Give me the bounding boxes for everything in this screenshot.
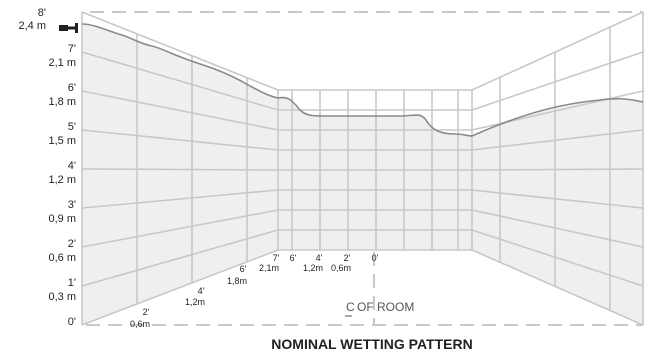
wetted-area-back-wall xyxy=(278,97,472,250)
floor-label-m: 2,1m xyxy=(259,263,279,273)
height-label-m: 1,8 m xyxy=(48,96,76,108)
room-grid xyxy=(81,11,644,326)
floor-scale-left: 2' 0,6m 4' 1,2m 6' 1,8m 7' 2,1m xyxy=(130,253,280,329)
floor-label-ft: 6' xyxy=(240,264,247,274)
wetted-area xyxy=(82,24,643,325)
floor-label-m: 1,2m xyxy=(185,297,205,307)
floor-label-ft: 2' xyxy=(344,253,351,263)
height-label-ft: 7' xyxy=(68,43,76,55)
height-label-ft: 8' xyxy=(38,7,46,19)
floor-scale-back: 6' 4' 1,2m 2' 0,6m 0' xyxy=(290,253,379,273)
height-label-m: 2,1 m xyxy=(48,57,76,69)
floor-label-ft: 2' xyxy=(143,307,150,317)
height-label-m: 2,4 m xyxy=(18,20,46,32)
height-label-m: 0,3 m xyxy=(48,291,76,303)
centerline-label: C OF ROOM xyxy=(345,300,414,317)
wetting-outline xyxy=(81,23,644,137)
floor-label-m: 1,2m xyxy=(303,263,323,273)
floor-label-ft: 4' xyxy=(198,286,205,296)
centerline-symbol: C xyxy=(346,300,355,314)
sprinkler-icon xyxy=(59,23,78,33)
floor-label-ft: 6' xyxy=(290,253,297,263)
wetted-area-left-wall xyxy=(82,24,278,325)
floor-label-m: 1,8m xyxy=(227,276,247,286)
height-label-ft: 2' xyxy=(68,238,76,250)
height-label-ft: 0' xyxy=(68,316,76,328)
floor-label-ft: 7' xyxy=(273,253,280,263)
height-label-m: 0,6 m xyxy=(48,252,76,264)
height-label-ft: 1' xyxy=(68,277,76,289)
wall-height-scale: 8' 2,4 m 7' 2,1 m 6' 1,8 m 5' 1,5 m 4' 1… xyxy=(18,7,76,328)
height-label-m: 1,5 m xyxy=(48,135,76,147)
floor-label-ft: 0' xyxy=(372,253,379,263)
height-label-ft: 5' xyxy=(68,121,76,133)
height-label-ft: 3' xyxy=(68,199,76,211)
floor-label-m: 0,6m xyxy=(130,319,150,329)
height-label-m: 0,9 m xyxy=(48,213,76,225)
room-outline-dashed xyxy=(86,11,643,326)
floor-label-m: 0,6m xyxy=(331,263,351,273)
height-label-m: 1,2 m xyxy=(48,174,76,186)
room-label: OF ROOM xyxy=(357,300,414,314)
height-label-ft: 6' xyxy=(68,82,76,94)
diagram-caption: NOMINAL WETTING PATTERN xyxy=(271,336,472,352)
floor-label-ft: 4' xyxy=(316,253,323,263)
height-label-ft: 4' xyxy=(68,160,76,172)
